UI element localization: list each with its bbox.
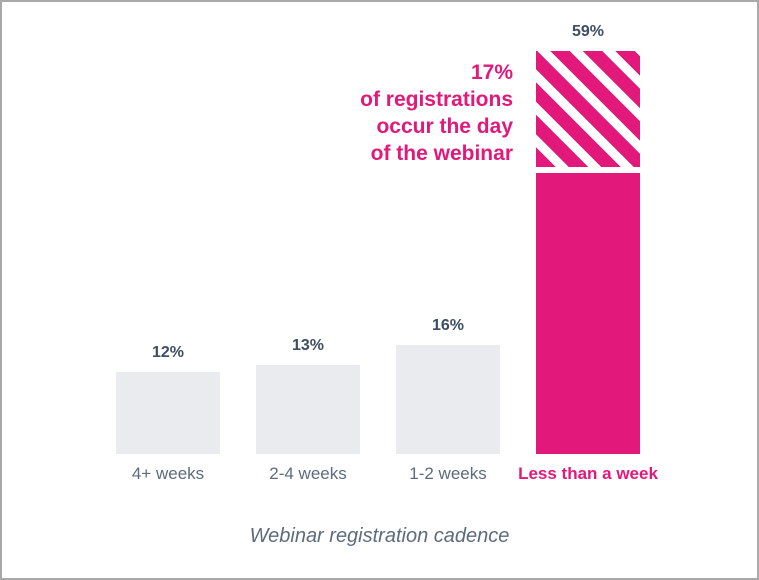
value-label: 13% — [291, 337, 325, 354]
bar-2-4-weeks — [256, 365, 360, 454]
bar-less-than-week-solid-segment — [536, 173, 640, 454]
value-label: 12% — [151, 344, 185, 361]
value-label: 59% — [571, 23, 605, 40]
category-label: 4+ weeks — [131, 464, 205, 483]
annotation-line-3: occur the day — [376, 115, 513, 138]
annotation-line-2: of registrations — [360, 88, 513, 111]
bar-group-4-plus-weeks: 12% 4+ weeks — [116, 344, 220, 482]
bar-4-plus-weeks — [116, 372, 220, 454]
value-label: 16% — [431, 317, 465, 334]
category-label-highlight: Less than a week — [518, 464, 658, 483]
bar-group-2-4-weeks: 13% 2-4 weeks — [256, 337, 360, 482]
category-label: 2-4 weeks — [269, 464, 347, 483]
bar-group-1-2-weeks: 16% 1-2 weeks — [396, 317, 500, 482]
annotation-text: 17% of registrations occur the day of th… — [360, 59, 513, 167]
bar-less-than-week-striped-segment — [536, 51, 640, 167]
bar-1-2-weeks — [396, 345, 500, 454]
chart-title: Webinar registration cadence — [249, 525, 510, 547]
category-label: 1-2 weeks — [409, 464, 487, 483]
annotation-line-4: of the webinar — [370, 142, 513, 165]
annotation-line-1: 17% — [470, 61, 513, 84]
bar-group-less-than-a-week: 59% Less than a week — [518, 23, 658, 483]
